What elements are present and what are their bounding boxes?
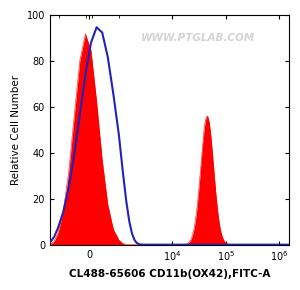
X-axis label: CL488-65606 CD11b(OX42),FITC-A: CL488-65606 CD11b(OX42),FITC-A: [69, 269, 270, 279]
Y-axis label: Relative Cell Number: Relative Cell Number: [11, 75, 21, 185]
Text: WWW.PTGLAB.COM: WWW.PTGLAB.COM: [141, 33, 255, 43]
